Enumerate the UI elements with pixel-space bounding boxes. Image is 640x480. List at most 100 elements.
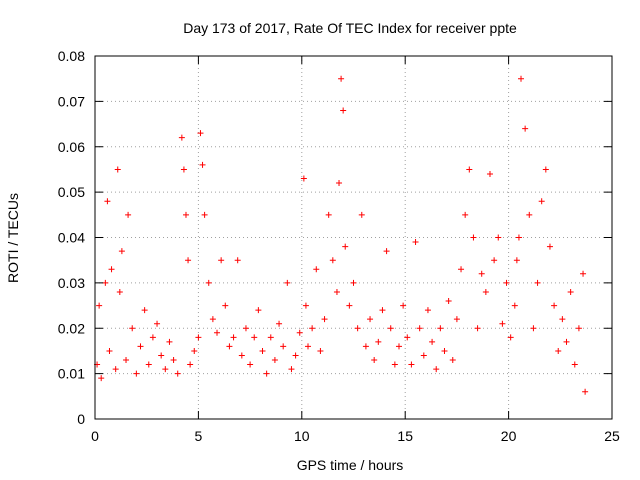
data-point <box>259 347 266 354</box>
data-point <box>166 338 173 345</box>
data-point <box>445 298 452 305</box>
data-point <box>329 257 336 264</box>
data-point <box>482 288 489 295</box>
data-point <box>321 316 328 323</box>
data-point <box>305 343 312 350</box>
data-point <box>191 347 198 354</box>
data-point <box>242 325 249 332</box>
data-point <box>542 166 549 173</box>
data-point <box>154 320 161 327</box>
data-point <box>247 361 254 368</box>
x-tick-label: 25 <box>604 428 620 444</box>
data-point <box>302 302 309 309</box>
data-point <box>234 257 241 264</box>
data-point <box>145 361 152 368</box>
data-point <box>546 243 553 250</box>
data-point <box>515 234 522 241</box>
data-point <box>371 357 378 364</box>
y-tick-label: 0.04 <box>58 230 85 246</box>
data-point <box>416 325 423 332</box>
data-point <box>201 211 208 218</box>
data-point <box>96 302 103 309</box>
data-point <box>333 288 340 295</box>
data-point <box>180 166 187 173</box>
data-point <box>412 239 419 246</box>
data-point <box>433 366 440 373</box>
data-point <box>267 334 274 341</box>
data-point <box>580 270 587 277</box>
data-point <box>453 316 460 323</box>
data-point <box>296 329 303 336</box>
data-point <box>567 288 574 295</box>
x-tick-label: 20 <box>501 428 517 444</box>
data-point <box>317 347 324 354</box>
data-point <box>511 302 518 309</box>
data-point <box>292 352 299 359</box>
data-point <box>104 198 111 205</box>
data-point <box>362 343 369 350</box>
data-point <box>288 366 295 373</box>
data-point <box>129 325 136 332</box>
data-point <box>367 316 374 323</box>
data-point <box>214 329 221 336</box>
data-point <box>518 75 525 82</box>
data-point <box>342 243 349 250</box>
data-point <box>276 320 283 327</box>
x-tick-label: 10 <box>294 428 310 444</box>
data-point <box>102 279 109 286</box>
data-point <box>309 325 316 332</box>
data-point <box>559 316 566 323</box>
data-point <box>391 361 398 368</box>
data-point <box>429 338 436 345</box>
x-tick-label: 0 <box>91 428 99 444</box>
data-points <box>94 75 589 395</box>
data-point <box>350 279 357 286</box>
data-point <box>98 375 105 382</box>
y-tick-label: 0 <box>77 411 85 427</box>
data-point <box>534 279 541 286</box>
data-point <box>462 211 469 218</box>
data-point <box>470 234 477 241</box>
data-point <box>346 302 353 309</box>
y-axis-label: ROTI / TECUs <box>5 193 21 283</box>
data-point <box>507 334 514 341</box>
data-point <box>162 366 169 373</box>
data-point <box>354 325 361 332</box>
data-point <box>530 325 537 332</box>
plot-frame <box>94 55 613 420</box>
data-point <box>185 257 192 264</box>
data-point <box>449 357 456 364</box>
data-point <box>284 279 291 286</box>
data-point <box>478 270 485 277</box>
y-tick-label: 0.07 <box>58 93 85 109</box>
grid-lines <box>95 56 612 419</box>
data-point <box>187 361 194 368</box>
data-point <box>466 166 473 173</box>
data-point <box>137 343 144 350</box>
data-point <box>182 211 189 218</box>
data-point <box>222 302 229 309</box>
data-point <box>325 211 332 218</box>
data-point <box>400 302 407 309</box>
data-point <box>522 125 529 132</box>
data-point <box>340 107 347 114</box>
data-point <box>170 357 177 364</box>
data-point <box>387 325 394 332</box>
data-point <box>280 343 287 350</box>
data-point <box>195 334 202 341</box>
y-tick-label: 0.08 <box>58 48 85 64</box>
data-point <box>383 248 390 255</box>
data-point <box>112 366 119 373</box>
data-point <box>437 325 444 332</box>
data-point <box>420 352 427 359</box>
data-point <box>538 198 545 205</box>
data-point <box>555 347 562 354</box>
data-point <box>158 352 165 359</box>
data-point <box>263 370 270 377</box>
data-point <box>571 361 578 368</box>
data-point <box>513 257 520 264</box>
data-point <box>271 357 278 364</box>
data-point <box>404 334 411 341</box>
data-point <box>503 279 510 286</box>
